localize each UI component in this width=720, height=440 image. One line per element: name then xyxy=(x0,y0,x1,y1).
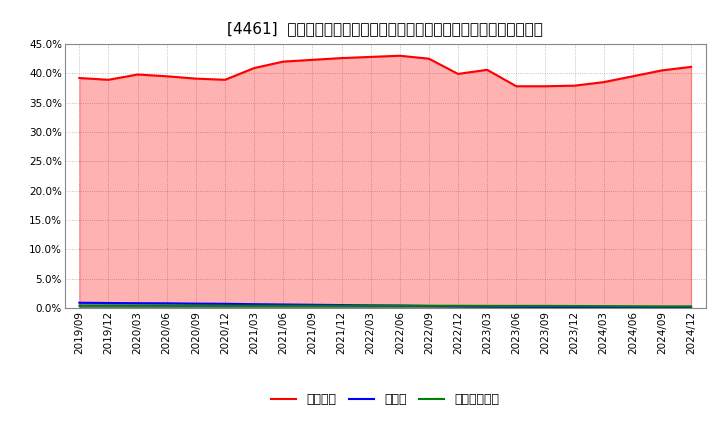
自己資本 xyxy=(483,67,492,73)
自己資本 xyxy=(657,68,666,73)
繰延税金資産 xyxy=(570,303,579,308)
自己資本 xyxy=(512,84,521,89)
繰延税金資産 xyxy=(104,303,113,308)
自己資本 xyxy=(395,53,404,59)
のれん xyxy=(599,304,608,310)
繰延税金資産 xyxy=(629,304,637,309)
Line: のれん: のれん xyxy=(79,303,691,308)
繰延税金資産 xyxy=(657,304,666,309)
繰延税金資産 xyxy=(133,303,142,308)
自己資本 xyxy=(425,56,433,61)
繰延税金資産 xyxy=(220,303,229,308)
繰延税金資産 xyxy=(366,303,375,308)
自己資本 xyxy=(570,83,579,88)
自己資本 xyxy=(279,59,287,64)
のれん xyxy=(454,304,462,309)
繰延税金資産 xyxy=(337,303,346,308)
繰延税金資産 xyxy=(425,303,433,308)
自己資本 xyxy=(220,77,229,82)
のれん xyxy=(366,303,375,308)
自己資本 xyxy=(629,73,637,79)
自己資本 xyxy=(541,84,550,89)
のれん xyxy=(133,301,142,306)
自己資本 xyxy=(163,73,171,79)
自己資本 xyxy=(337,55,346,61)
自己資本 xyxy=(192,76,200,81)
Legend: 自己資本, のれん, 繰延税金資産: 自己資本, のれん, 繰延税金資産 xyxy=(271,393,499,407)
自己資本 xyxy=(454,71,462,77)
繰延税金資産 xyxy=(192,303,200,308)
のれん xyxy=(279,302,287,307)
繰延税金資産 xyxy=(454,303,462,308)
のれん xyxy=(483,304,492,309)
のれん xyxy=(163,301,171,306)
のれん xyxy=(687,305,696,310)
のれん xyxy=(425,303,433,308)
自己資本 xyxy=(599,80,608,85)
のれん xyxy=(192,301,200,306)
のれん xyxy=(75,300,84,305)
Line: 自己資本: 自己資本 xyxy=(79,56,691,86)
Title: [4461]  自己資本、のれん、繰延税金資産の総資産に対する比率の推移: [4461] 自己資本、のれん、繰延税金資産の総資産に対する比率の推移 xyxy=(228,21,543,36)
繰延税金資産 xyxy=(308,303,317,308)
繰延税金資産 xyxy=(599,304,608,309)
のれん xyxy=(541,304,550,309)
自己資本 xyxy=(250,66,258,71)
のれん xyxy=(657,305,666,310)
繰延税金資産 xyxy=(250,303,258,308)
自己資本 xyxy=(104,77,113,82)
繰延税金資産 xyxy=(75,303,84,308)
のれん xyxy=(570,304,579,310)
のれん xyxy=(337,302,346,308)
のれん xyxy=(395,303,404,308)
のれん xyxy=(512,304,521,309)
のれん xyxy=(220,301,229,306)
のれん xyxy=(104,301,113,306)
のれん xyxy=(308,302,317,308)
自己資本 xyxy=(308,57,317,62)
繰延税金資産 xyxy=(512,303,521,308)
繰延税金資産 xyxy=(163,303,171,308)
自己資本 xyxy=(366,54,375,59)
繰延税金資産 xyxy=(687,304,696,309)
のれん xyxy=(629,305,637,310)
繰延税金資産 xyxy=(279,303,287,308)
自己資本 xyxy=(75,75,84,81)
繰延税金資産 xyxy=(395,303,404,308)
繰延税金資産 xyxy=(483,303,492,308)
自己資本 xyxy=(133,72,142,77)
のれん xyxy=(250,301,258,307)
繰延税金資産 xyxy=(541,303,550,308)
自己資本 xyxy=(687,64,696,70)
